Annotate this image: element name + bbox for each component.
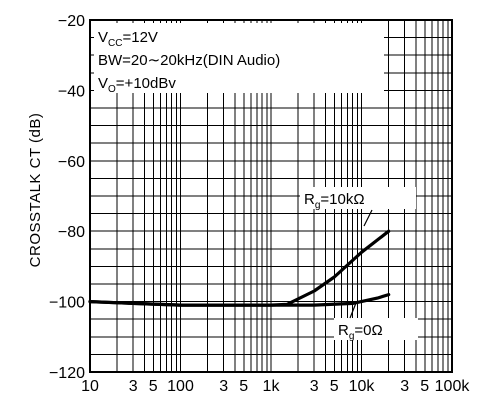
series-label-0: Rg=0Ω bbox=[334, 302, 418, 342]
y-tick-labels: −20 −40 −60 −80 −100 −120 bbox=[49, 13, 85, 382]
x-tick-label: 100 bbox=[167, 378, 194, 395]
x-tick-label: 3 bbox=[310, 378, 319, 395]
y-tick-label: −60 bbox=[58, 154, 85, 171]
x-tick-label: 3 bbox=[219, 378, 228, 395]
plot-frame bbox=[88, 18, 454, 374]
vo-condition: VO=+10dBv bbox=[98, 75, 176, 95]
y-tick-label: −100 bbox=[49, 295, 85, 312]
conditions-box: VCC=12V BW=20∼20kHz(DIN Audio) VO=+10dBv bbox=[94, 23, 384, 95]
x-tick-label: 5 bbox=[330, 378, 339, 395]
x-tick-label: 3 bbox=[129, 378, 138, 395]
series-group bbox=[88, 229, 391, 307]
series-label-10k: Rg=10kΩ bbox=[300, 187, 416, 227]
x-tick-labels: 10 3 5 100 3 5 1k 3 5 10k 3 5 100k bbox=[81, 378, 470, 395]
bandwidth-condition: BW=20∼20kHz(DIN Audio) bbox=[98, 52, 280, 69]
x-tick-label: 3 bbox=[400, 378, 409, 395]
series-line-0 bbox=[88, 229, 391, 307]
y-tick-label: −80 bbox=[58, 224, 85, 241]
y-axis-label: CROSSTALK CT (dB) bbox=[27, 113, 44, 268]
vcc-condition: VCC=12V bbox=[98, 29, 158, 49]
y-tick-label: −40 bbox=[58, 83, 85, 100]
x-tick-label: 5 bbox=[149, 378, 158, 395]
svg-text:Rg=0Ω: Rg=0Ω bbox=[338, 322, 383, 342]
series-line-1 bbox=[88, 293, 391, 307]
x-tick-label: 10k bbox=[349, 378, 376, 395]
x-tick-label: 5 bbox=[420, 378, 429, 395]
x-tick-label: 100k bbox=[435, 378, 471, 395]
y-tick-label: −120 bbox=[49, 365, 85, 382]
svg-text:Rg=10kΩ: Rg=10kΩ bbox=[304, 191, 365, 211]
x-tick-label: 5 bbox=[239, 378, 248, 395]
x-tick-label: 10 bbox=[81, 378, 99, 395]
y-tick-label: −20 bbox=[58, 13, 85, 30]
x-tick-label: 1k bbox=[263, 378, 281, 395]
